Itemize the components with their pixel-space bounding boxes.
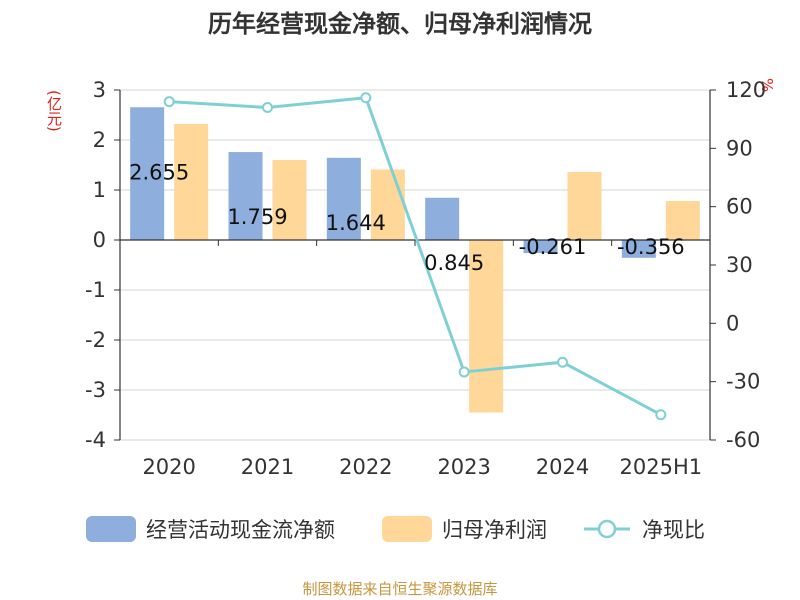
bar-profit	[174, 124, 209, 240]
right-tick-label: 120	[726, 78, 766, 102]
chart-title: 历年经营现金净额、归母净利润情况	[208, 10, 592, 38]
bar-cashflow	[130, 107, 165, 240]
legend-item-cashflow[interactable]: 经营活动现金流净额	[86, 514, 335, 544]
bar-profit	[370, 169, 405, 240]
data-label: -0.261	[519, 235, 587, 259]
legend-swatch-ratio	[584, 519, 630, 539]
bar-profit	[567, 172, 602, 240]
right-tick-label: -30	[726, 370, 760, 394]
bar-cashflow	[523, 240, 558, 254]
data-label: 2.655	[129, 160, 189, 184]
left-tick-label: 0	[93, 228, 106, 252]
legend-label-profit: 归母净利润	[442, 518, 547, 542]
left-tick-label: 2	[93, 128, 106, 152]
line-point	[360, 92, 372, 104]
legend-item-profit[interactable]: 归母净利润	[382, 514, 547, 544]
line-net-ratio	[169, 96, 662, 417]
legend-swatch-cashflow	[86, 516, 136, 542]
bar-profit	[665, 201, 700, 240]
line-point	[655, 409, 667, 421]
category-label: 2020	[142, 455, 195, 479]
right-tick-label: 90	[726, 136, 753, 160]
line-point	[262, 102, 273, 113]
data-label: -0.356	[617, 235, 685, 259]
category-label: 2025H1	[620, 455, 703, 479]
left-tick-label: -4	[85, 428, 106, 452]
category-label: 2023	[437, 455, 490, 479]
right-tick-label: 0	[726, 311, 739, 335]
bar-cashflow	[326, 157, 361, 240]
bar-profit	[272, 160, 307, 240]
data-label: 1.759	[227, 205, 287, 229]
left-tick-label: 1	[93, 178, 106, 202]
legend: 经营活动现金流净额 归母净利润 净现比	[0, 514, 800, 554]
right-tick-label: 30	[726, 253, 753, 277]
legend-label-cashflow: 经营活动现金流净额	[146, 518, 335, 542]
source-note: 制图数据来自恒生聚源数据库	[302, 580, 498, 598]
category-label: 2024	[536, 455, 589, 479]
legend-item-ratio[interactable]: 净现比	[582, 514, 705, 544]
bar-cashflow	[621, 240, 656, 258]
left-tick-label: -1	[85, 278, 106, 302]
bar-profit	[469, 240, 504, 413]
category-label: 2022	[339, 455, 392, 479]
data-label: 1.644	[326, 211, 386, 235]
legend-label-ratio: 净现比	[642, 518, 705, 542]
line-point	[163, 96, 175, 108]
line-point	[458, 366, 470, 378]
right-tick-label: 60	[726, 195, 753, 219]
bar-cashflow	[425, 197, 460, 240]
bar-cashflow	[228, 152, 263, 240]
data-label: 0.845	[424, 251, 484, 275]
right-tick-label: -60	[726, 428, 760, 452]
left-axis-unit: (亿元)	[45, 90, 63, 132]
category-label: 2021	[241, 455, 294, 479]
legend-swatch-profit	[382, 516, 432, 542]
left-tick-label: -2	[85, 328, 106, 352]
line-point	[557, 356, 568, 368]
left-tick-label: -3	[85, 378, 106, 402]
left-tick-label: 3	[93, 78, 106, 102]
